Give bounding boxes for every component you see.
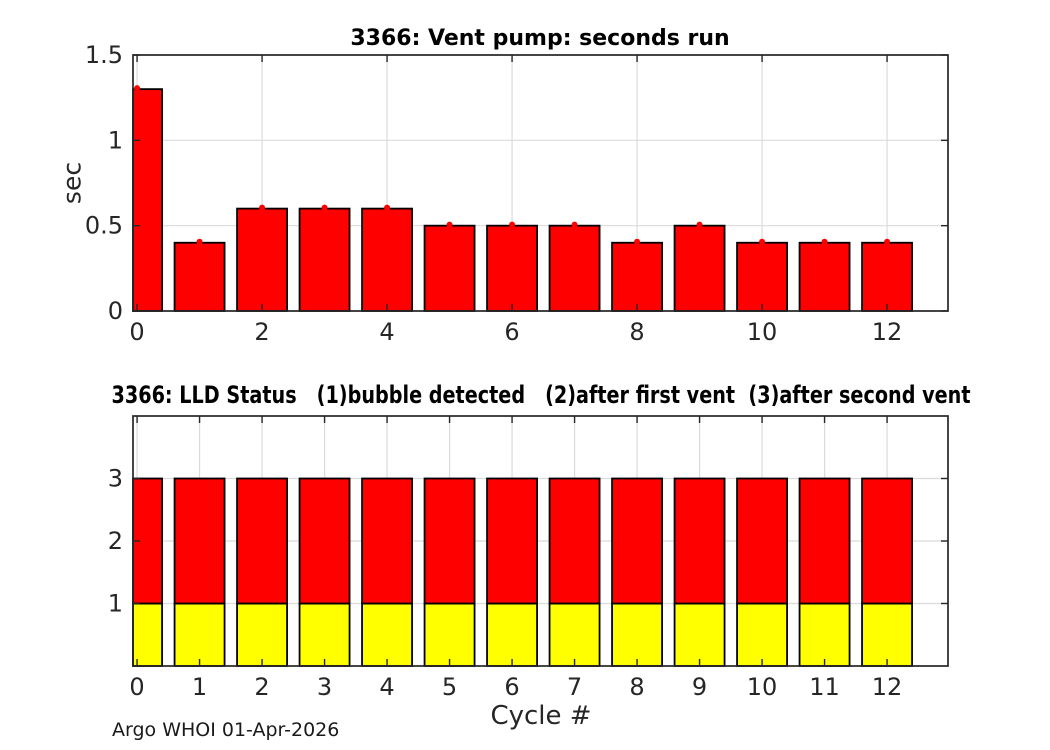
x-tick-label: 12 — [872, 318, 903, 346]
marker-dot — [571, 221, 578, 228]
y-tick-label: 3 — [108, 465, 123, 493]
vent-seconds-bar — [736, 241, 788, 312]
lld-status-bar-segment — [298, 477, 351, 605]
lld-status-bar-segment — [861, 602, 913, 667]
lld-status-bar-segment — [548, 602, 601, 667]
marker-dot — [259, 204, 266, 211]
x-tick-label: 10 — [747, 318, 778, 346]
x-tick-label: 7 — [567, 673, 582, 701]
lld-status-bar-segment — [423, 602, 476, 667]
lld-status-bar-segment — [736, 602, 788, 667]
x-tick-label: 11 — [809, 673, 840, 701]
vent-seconds-bar — [798, 241, 851, 312]
x-tick-label: 2 — [254, 318, 269, 346]
lld-status-chart-title: 3366: LLD Status (1)bubble detected (2)a… — [111, 381, 971, 409]
lld-status-bar-segment — [486, 602, 538, 667]
y-tick-label: 2 — [108, 527, 123, 555]
x-tick-label: 2 — [254, 673, 269, 701]
lld-status-bar-segment — [798, 477, 851, 605]
cycle-axis-label: Cycle # — [490, 701, 592, 731]
marker-dot — [759, 238, 766, 245]
marker-dot — [446, 221, 453, 228]
marker-dot — [821, 238, 828, 245]
lld-status-bar-segment — [423, 477, 476, 605]
vent-seconds-bar — [611, 241, 663, 312]
marker-dot — [134, 85, 141, 92]
y-tick-label: 0.5 — [85, 212, 123, 240]
vent-seconds-bar — [298, 207, 351, 312]
lld-status-bar-segment — [611, 602, 663, 667]
marker-dot — [196, 238, 203, 245]
lld-status-bar-segment — [736, 477, 788, 605]
x-tick-label: 12 — [872, 673, 903, 701]
lld-status-bar-segment — [548, 477, 601, 605]
marker-dot — [384, 204, 391, 211]
y-tick-label: 1 — [108, 590, 123, 618]
lld-status-bar-segment — [361, 477, 413, 605]
vent-seconds-bar — [861, 241, 913, 312]
vent-seconds-bar — [673, 224, 726, 312]
x-tick-label: 5 — [442, 673, 457, 701]
lld-status-bar-segment — [486, 477, 538, 605]
y-tick-label: 1.5 — [85, 41, 123, 69]
vent-seconds-bar — [236, 207, 288, 312]
x-tick-label: 8 — [629, 673, 644, 701]
lld-status-bar-segment — [673, 602, 726, 667]
marker-dot — [884, 238, 891, 245]
x-tick-label: 4 — [379, 318, 394, 346]
lld-status-bar-segment — [861, 477, 913, 605]
x-tick-label: 10 — [747, 673, 778, 701]
lld-status-bar-segment — [673, 477, 726, 605]
y-tick-label: 1 — [108, 126, 123, 154]
vent-seconds-bar — [361, 207, 413, 312]
x-tick-label: 0 — [129, 673, 144, 701]
marker-dot — [696, 221, 703, 228]
lld-status-bar-segment — [173, 602, 226, 667]
sec-axis-label: sec — [57, 161, 87, 205]
lld-status-bar-segment — [236, 477, 288, 605]
lld-status-bar-segment — [798, 602, 851, 667]
x-tick-label: 6 — [504, 673, 519, 701]
lld-status-bar-segment — [298, 602, 351, 667]
marker-dot — [634, 238, 641, 245]
x-tick-label: 4 — [379, 673, 394, 701]
marker-dot — [321, 204, 328, 211]
vent-seconds-bar — [132, 88, 163, 312]
y-tick-label: 0 — [108, 297, 123, 325]
vent-pump-chart-title: 3366: Vent pump: seconds run — [350, 26, 730, 51]
footer-annotation: Argo WHOI 01-Apr-2026 — [112, 719, 340, 741]
x-tick-label: 0 — [129, 318, 144, 346]
x-tick-label: 6 — [504, 318, 519, 346]
vent-seconds-bar — [173, 241, 226, 312]
x-tick-label: 1 — [192, 673, 207, 701]
lld-status-bar-segment — [173, 477, 226, 605]
lld-status-bar-segment — [611, 477, 663, 605]
lld-status-bar-segment — [236, 602, 288, 667]
lld-status-bar-segment — [132, 602, 163, 667]
x-tick-label: 9 — [692, 673, 707, 701]
vent-seconds-bar — [423, 224, 476, 312]
vent-seconds-bar — [548, 224, 601, 312]
vent-seconds-bar — [486, 224, 538, 312]
lld-status-bar-segment — [361, 602, 413, 667]
axes-box — [132, 54, 949, 312]
x-tick-label: 3 — [317, 673, 332, 701]
marker-dot — [509, 221, 516, 228]
x-tick-label: 8 — [629, 318, 644, 346]
